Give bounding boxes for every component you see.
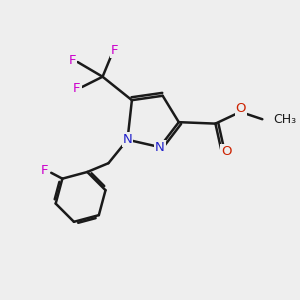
Text: F: F xyxy=(73,82,80,95)
Text: CH₃: CH₃ xyxy=(274,113,297,126)
Text: N: N xyxy=(155,141,165,154)
Text: F: F xyxy=(41,164,49,177)
Text: O: O xyxy=(221,145,232,158)
Text: O: O xyxy=(236,102,246,115)
Text: F: F xyxy=(111,44,118,57)
Text: F: F xyxy=(69,54,76,67)
Text: N: N xyxy=(123,133,132,146)
